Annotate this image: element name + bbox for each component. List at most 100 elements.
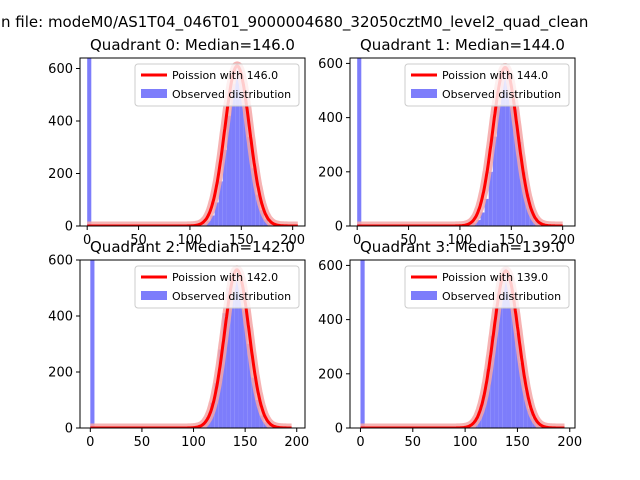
axes-frame: [79, 57, 306, 227]
y-tick-label: 200: [318, 367, 343, 382]
x-tick-label: 150: [499, 233, 524, 248]
histogram-bar: [251, 168, 256, 226]
x-tick-label: 200: [280, 233, 305, 248]
legend: Poission with 139.0 Observed distribution: [404, 265, 570, 309]
histogram-bar: [506, 276, 512, 428]
y-tick-label: 0: [65, 422, 73, 437]
y-tick-label: 600: [48, 62, 73, 77]
y-tick-label: 0: [335, 220, 343, 235]
x-tick-label: 50: [400, 233, 417, 248]
x-tick-label: 100: [448, 233, 473, 248]
histogram-bar: [488, 171, 493, 226]
histogram-bar: [490, 335, 495, 428]
legend-hist-label: Observed distribution: [172, 290, 291, 303]
histogram-bar: [222, 149, 227, 226]
histogram-bar: [357, 58, 362, 226]
histogram-bar: [517, 142, 522, 226]
histogram-bar: [509, 85, 514, 226]
histogram-bar: [235, 65, 240, 226]
x-tick-label: 0: [353, 233, 361, 248]
x-tick-label: 100: [181, 435, 206, 450]
histogram-bar: [515, 333, 520, 428]
x-tick-label: 150: [505, 435, 530, 450]
histogram-bar: [523, 390, 528, 428]
legend-box: [134, 265, 300, 309]
histogram-bar: [360, 260, 365, 428]
y-tick-label: 0: [335, 422, 343, 437]
axes-frame: [349, 57, 576, 227]
histogram-bar: [494, 303, 499, 428]
legend: Poission with 142.0 Observed distribution: [134, 265, 300, 309]
legend-fit-label: Poission with 144.0: [442, 69, 548, 82]
histogram-bar: [501, 74, 506, 226]
figure-suptitle: n file: modeM0/AS1T04_046T01_9000004680_…: [1, 13, 588, 32]
x-tick-label: 0: [356, 435, 364, 450]
x-tick-label: 200: [284, 435, 309, 450]
quadrant-3-title: Quadrant 3: Median=139.0: [360, 238, 565, 256]
legend: Poission with 146.0 Observed distribution: [134, 63, 300, 107]
histogram-bar: [251, 377, 256, 428]
histogram-bar: [502, 268, 507, 428]
y-tick-label: 0: [65, 220, 73, 235]
x-tick-label: 150: [229, 233, 254, 248]
x-tick-label: 200: [550, 233, 575, 248]
histogram-bar: [527, 409, 533, 428]
histogram-bar: [206, 220, 211, 226]
legend-hist-label: Observed distribution: [442, 88, 561, 101]
legend-hist-label: Observed distribution: [172, 88, 291, 101]
histogram-bar: [255, 194, 260, 226]
histogram-bar: [505, 66, 510, 226]
legend-hist-swatch: [141, 291, 167, 300]
y-tick-label: 200: [318, 165, 343, 180]
histogram-bar: [255, 400, 260, 428]
histogram-bar: [218, 181, 223, 226]
legend-fit-label: Poission with 146.0: [172, 69, 278, 82]
histogram-bar: [247, 344, 252, 428]
histogram-bar: [492, 136, 497, 226]
legend-hist-swatch: [411, 89, 437, 98]
y-tick-label: 400: [48, 115, 73, 130]
x-tick-label: 100: [453, 435, 478, 450]
histogram-bar: [496, 104, 502, 226]
histogram-bar: [243, 310, 248, 428]
axes-frame: [79, 259, 306, 429]
histogram-bar: [234, 268, 239, 428]
y-tick-label: 400: [318, 111, 343, 126]
histogram-bar: [87, 58, 92, 226]
y-tick-label: 600: [48, 254, 73, 269]
histogram-bar: [486, 368, 491, 428]
legend-hist-swatch: [411, 291, 437, 300]
histogram-bar: [259, 210, 264, 226]
histogram-bar: [247, 136, 252, 226]
histogram-bar: [513, 109, 518, 226]
histogram-bar: [259, 415, 264, 428]
histogram-bar: [226, 288, 231, 428]
y-tick-label: 400: [48, 310, 73, 325]
legend-box: [404, 265, 570, 309]
quadrant-0-title: Quadrant 0: Median=146.0: [90, 36, 295, 54]
legend-hist-label: Observed distribution: [442, 290, 561, 303]
x-tick-label: 50: [130, 233, 147, 248]
histogram-bar: [519, 362, 524, 428]
quadrant-0-panel: 0 50 100 150 200 0 200 400 600 Poission with 146.…: [48, 36, 306, 248]
quadrant-1-title: Quadrant 1: Median=144.0: [360, 36, 565, 54]
histogram-bar: [90, 260, 95, 428]
quadrant-2-title: Quadrant 2: Median=142.0: [90, 238, 295, 256]
histogram-bar: [214, 202, 219, 226]
histogram-bar: [243, 100, 248, 226]
y-tick-label: 200: [48, 167, 73, 182]
legend: Poission with 144.0 Observed distribution: [404, 63, 570, 107]
histogram-bar: [238, 282, 244, 428]
x-tick-label: 50: [134, 435, 151, 450]
x-tick-label: 0: [86, 435, 94, 450]
histogram-bar: [511, 300, 516, 428]
y-tick-label: 200: [48, 366, 73, 381]
quadrant-3-panel: 0 50 100 150 200 0 200 400 600 Poission with 139.…: [318, 238, 582, 450]
legend-box: [404, 63, 570, 107]
quadrant-1-panel: 0 50 100 150 200 0 200 400 600 Poission with 144.…: [318, 36, 576, 248]
histogram-bar: [521, 171, 526, 226]
histogram-bar: [480, 212, 485, 226]
histogram-bar: [231, 84, 236, 226]
legend-fit-label: Poission with 139.0: [442, 271, 548, 284]
